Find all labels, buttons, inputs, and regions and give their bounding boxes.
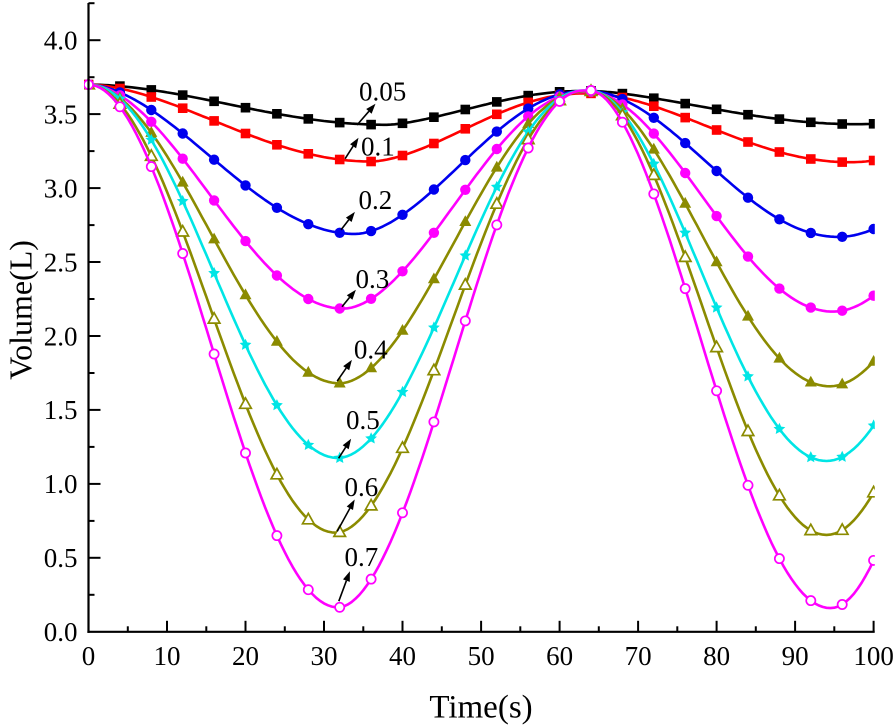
svg-text:10: 10: [154, 641, 181, 671]
svg-text:2.0: 2.0: [44, 321, 78, 351]
svg-text:0.2: 0.2: [359, 185, 393, 215]
svg-text:0.3: 0.3: [356, 264, 390, 294]
svg-text:20: 20: [232, 641, 259, 671]
svg-text:Volume(L): Volume(L): [3, 240, 39, 380]
svg-text:40: 40: [389, 641, 416, 671]
svg-text:100: 100: [853, 641, 894, 671]
svg-text:3.0: 3.0: [44, 173, 78, 203]
svg-text:0.05: 0.05: [359, 77, 406, 107]
svg-text:0.5: 0.5: [44, 543, 78, 573]
svg-text:60: 60: [546, 641, 573, 671]
svg-text:0.0: 0.0: [44, 617, 78, 647]
svg-text:0.1: 0.1: [361, 131, 395, 161]
svg-text:80: 80: [703, 641, 730, 671]
svg-text:3.5: 3.5: [44, 99, 78, 129]
svg-text:0.6: 0.6: [345, 472, 379, 502]
svg-text:90: 90: [782, 641, 809, 671]
svg-text:Time(s): Time(s): [429, 690, 532, 726]
svg-text:0: 0: [82, 641, 96, 671]
svg-text:2.5: 2.5: [44, 247, 78, 277]
svg-text:1.0: 1.0: [44, 469, 78, 499]
svg-text:50: 50: [468, 641, 495, 671]
svg-text:1.5: 1.5: [44, 395, 78, 425]
svg-text:0.4: 0.4: [354, 335, 388, 365]
svg-text:0.5: 0.5: [346, 405, 380, 435]
svg-text:70: 70: [625, 641, 652, 671]
svg-text:4.0: 4.0: [44, 26, 78, 56]
svg-text:0.7: 0.7: [345, 542, 379, 572]
svg-text:30: 30: [311, 641, 338, 671]
